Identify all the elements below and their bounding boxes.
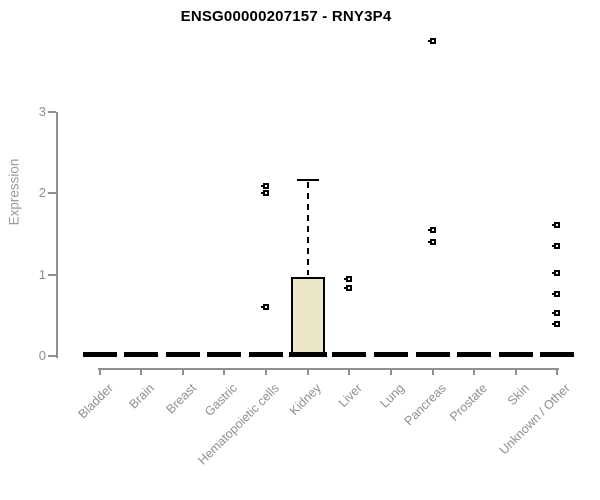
x-tick-label: Hematopoietic cells (195, 381, 282, 468)
x-tick-label: Kidney (286, 381, 324, 418)
x-axis-tick (431, 368, 434, 375)
x-tick-label: Liver (336, 381, 366, 411)
x-axis-tick (223, 368, 226, 375)
whisker (306, 182, 309, 276)
box (290, 277, 325, 356)
x-axis-tick (389, 368, 392, 375)
y-tick-label: 2 (38, 185, 46, 201)
whisker-cap (296, 179, 319, 182)
x-tick-label: Breast (163, 381, 199, 417)
x-axis-tick (473, 368, 476, 375)
x-tick-label: Skin (504, 381, 532, 409)
median-bar (82, 352, 117, 357)
x-axis-tick (181, 368, 184, 375)
median-bar (249, 352, 284, 357)
y-tick-label: 3 (38, 104, 46, 119)
y-axis-tick (48, 355, 56, 357)
outlier-point (552, 243, 561, 250)
x-axis-tick (556, 368, 559, 375)
x-axis-tick (514, 368, 517, 375)
y-axis-tick (48, 111, 56, 113)
median-bar (207, 352, 242, 357)
median-bar (165, 352, 200, 357)
outlier-point (344, 275, 353, 282)
outlier-point (552, 270, 561, 277)
median-bar (332, 352, 367, 357)
x-tick-label: Lung (377, 381, 407, 411)
outlier-point (261, 183, 270, 190)
x-tick-label: Pancreas (401, 381, 449, 429)
median-bar (288, 352, 327, 357)
outlier-point (344, 284, 353, 291)
median-bar (540, 352, 575, 357)
outlier-point (427, 38, 436, 45)
y-tick-label: 1 (38, 266, 46, 282)
x-tick-label: Brain (126, 381, 158, 412)
y-tick-label: 0 (38, 348, 46, 363)
x-axis-line (98, 368, 559, 370)
y-axis-tick (48, 192, 56, 195)
median-bar (124, 352, 159, 357)
x-axis-tick (140, 368, 143, 375)
median-bar (415, 352, 450, 357)
x-axis-tick (265, 368, 268, 375)
outlier-point (552, 291, 561, 298)
median-bar (373, 352, 408, 357)
outlier-point (427, 226, 436, 233)
x-tick-label: Prostate (447, 381, 491, 424)
median-bar (498, 352, 533, 357)
x-tick-label: Unknown / Other (497, 381, 574, 458)
x-tick-label: Gastric (202, 381, 241, 419)
outlier-point (427, 239, 436, 246)
y-axis-line (56, 112, 58, 358)
x-axis-tick (98, 368, 101, 375)
outlier-point (261, 189, 270, 196)
x-axis-tick (348, 368, 351, 375)
outlier-point (552, 321, 561, 328)
outlier-point (552, 309, 561, 316)
outlier-point (261, 304, 270, 311)
x-tick-label: Bladder (75, 381, 116, 422)
chart-title: ENSG00000207157 - RNY3P4 (180, 8, 392, 25)
y-axis-tick (48, 273, 56, 276)
x-axis-tick (306, 368, 309, 375)
outlier-point (552, 222, 561, 229)
median-bar (457, 352, 492, 357)
